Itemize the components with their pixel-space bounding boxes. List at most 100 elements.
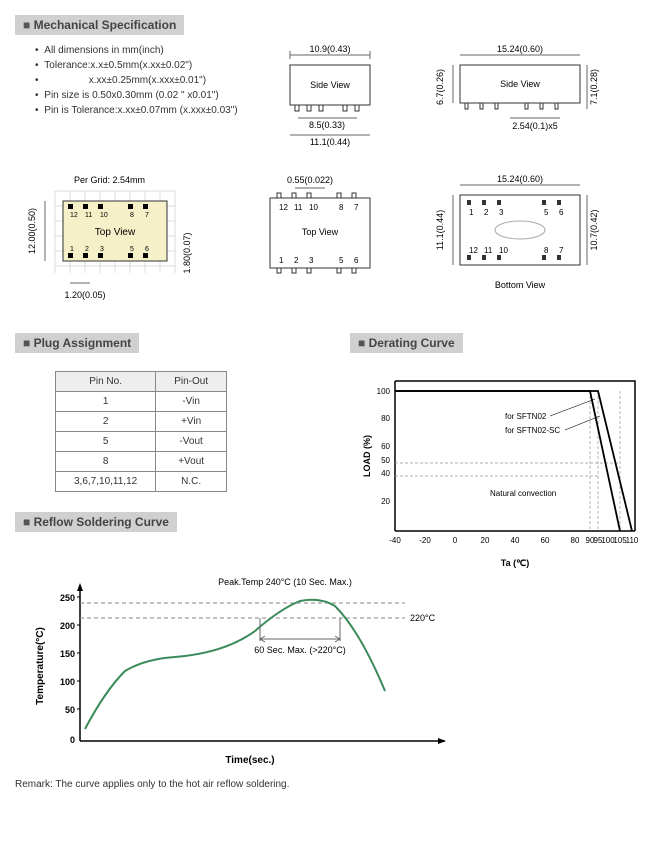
svg-text:2.54(0.1)x5: 2.54(0.1)x5 — [512, 121, 558, 131]
svg-text:80: 80 — [571, 536, 580, 545]
svg-text:40: 40 — [381, 469, 390, 478]
svg-text:100: 100 — [60, 677, 75, 687]
svg-text:11: 11 — [294, 203, 303, 212]
svg-text:8: 8 — [544, 246, 549, 255]
svg-text:60: 60 — [541, 536, 550, 545]
table-row: 5-Vout — [56, 432, 227, 452]
reflow-chart: 250 200 150 100 50 0 220°C Peak.Temp 240°C (1… — [25, 571, 475, 771]
svg-text:12: 12 — [279, 203, 288, 212]
svg-text:5: 5 — [130, 246, 134, 253]
svg-text:2: 2 — [294, 256, 299, 265]
side-view-2: 15.24(0.60) Side View 6.7(0.26) 7.1(0.28… — [425, 43, 615, 153]
svg-text:7.1(0.28): 7.1(0.28) — [589, 69, 599, 105]
svg-text:Bottom View: Bottom View — [495, 280, 546, 290]
mech-spec-header: Mechanical Specification — [15, 15, 184, 35]
svg-text:8: 8 — [339, 203, 344, 212]
svg-text:11: 11 — [85, 212, 92, 219]
svg-text:6.7(0.26): 6.7(0.26) — [435, 69, 445, 105]
svg-text:40: 40 — [511, 536, 520, 545]
svg-text:1.20(0.05): 1.20(0.05) — [64, 290, 105, 300]
svg-text:60 Sec. Max. (>220°C): 60 Sec. Max. (>220°C) — [254, 645, 345, 655]
svg-text:1.80(0.07): 1.80(0.07) — [182, 232, 192, 273]
svg-text:10: 10 — [100, 212, 108, 219]
svg-text:12.00(0.50): 12.00(0.50) — [27, 208, 37, 254]
svg-text:Top View: Top View — [95, 227, 136, 238]
svg-text:3: 3 — [499, 208, 504, 217]
side-view-1: 10.9(0.43) Side View 8.5(0.33) 11.1(0.44… — [265, 43, 395, 153]
plug-header: Plug Assignment — [15, 333, 139, 353]
svg-text:10: 10 — [499, 246, 508, 255]
svg-text:10: 10 — [309, 203, 318, 212]
svg-text:50: 50 — [381, 456, 390, 465]
svg-text:250: 250 — [60, 593, 75, 603]
svg-text:80: 80 — [381, 414, 390, 423]
svg-text:60: 60 — [381, 442, 390, 451]
svg-text:5: 5 — [339, 256, 344, 265]
svg-text:Top View: Top View — [302, 227, 339, 237]
svg-text:Peak.Temp 240°C (10 Sec. Max.): Peak.Temp 240°C (10 Sec. Max.) — [218, 577, 352, 587]
svg-text:-20: -20 — [419, 536, 431, 545]
svg-text:0: 0 — [70, 735, 75, 745]
pin-table: Pin No.Pin-Out 1-Vin 2+Vin 5-Vout 8+Vout… — [55, 371, 227, 492]
svg-text:50: 50 — [65, 705, 75, 715]
svg-text:3: 3 — [309, 256, 314, 265]
svg-text:0: 0 — [453, 536, 458, 545]
table-row: 3,6,7,10,11,12N.C. — [56, 472, 227, 492]
svg-text:5: 5 — [544, 208, 549, 217]
table-row: 2+Vin — [56, 412, 227, 432]
svg-text:15.24(0.60): 15.24(0.60) — [497, 44, 543, 54]
svg-text:Temperature(°C): Temperature(°C) — [35, 627, 46, 705]
svg-text:2: 2 — [85, 246, 89, 253]
svg-text:1: 1 — [70, 246, 74, 253]
svg-text:Side View: Side View — [500, 79, 540, 89]
bottom-view: 15.24(0.60) 12356 12111087 11.1(0.44) 10… — [425, 173, 615, 303]
svg-text:20: 20 — [381, 497, 390, 506]
derating-header: Derating Curve — [350, 333, 463, 353]
derating-chart: 1008060504020 -40-2002040608090951001051… — [350, 361, 650, 571]
svg-text:110: 110 — [626, 536, 639, 545]
svg-text:2: 2 — [484, 208, 489, 217]
svg-text:1: 1 — [469, 208, 474, 217]
svg-text:1: 1 — [279, 256, 284, 265]
svg-text:Side View: Side View — [310, 80, 350, 90]
svg-text:-40: -40 — [389, 536, 401, 545]
svg-text:Ta (℃): Ta (℃) — [501, 558, 529, 568]
svg-text:3: 3 — [100, 246, 104, 253]
svg-text:220°C: 220°C — [410, 613, 436, 623]
svg-text:150: 150 — [60, 649, 75, 659]
svg-text:200: 200 — [60, 621, 75, 631]
pin-col-header: Pin No. — [56, 372, 156, 392]
top-view-grid: Per Grid: 2.54mm Top View 12111087 12356… — [15, 173, 215, 313]
svg-text:8: 8 — [130, 212, 134, 219]
svg-text:15.24(0.60): 15.24(0.60) — [497, 174, 543, 184]
table-row: 1-Vin — [56, 392, 227, 412]
svg-text:7: 7 — [354, 203, 359, 212]
svg-text:0.55(0.022): 0.55(0.022) — [287, 175, 333, 185]
svg-text:for SFTN02: for SFTN02 — [505, 412, 547, 421]
svg-text:for SFTN02-SC: for SFTN02-SC — [505, 426, 560, 435]
svg-text:12: 12 — [469, 246, 478, 255]
svg-text:Per Grid: 2.54mm: Per Grid: 2.54mm — [74, 175, 145, 185]
svg-text:12: 12 — [70, 212, 78, 219]
svg-text:6: 6 — [559, 208, 564, 217]
svg-text:LOAD (%): LOAD (%) — [362, 435, 372, 477]
svg-text:11.1(0.44): 11.1(0.44) — [310, 137, 350, 147]
reflow-remark: Remark: The curve applies only to the ho… — [15, 779, 655, 790]
top-view-plain: 0.55(0.022) 12111087 Top View 12356 — [245, 173, 395, 293]
svg-text:11.1(0.44): 11.1(0.44) — [435, 210, 445, 250]
svg-text:6: 6 — [145, 246, 149, 253]
reflow-header: Reflow Soldering Curve — [15, 512, 177, 532]
svg-text:10.9(0.43): 10.9(0.43) — [309, 44, 350, 54]
svg-text:100: 100 — [377, 387, 391, 396]
svg-text:8.5(0.33): 8.5(0.33) — [309, 120, 345, 130]
svg-text:11: 11 — [484, 246, 493, 255]
svg-text:Time(sec.): Time(sec.) — [225, 755, 274, 766]
pin-col-header: Pin-Out — [156, 372, 227, 392]
svg-text:10.7(0.42): 10.7(0.42) — [589, 209, 599, 250]
svg-text:7: 7 — [145, 212, 149, 219]
table-row: 8+Vout — [56, 452, 227, 472]
svg-text:Natural convection: Natural convection — [490, 489, 556, 498]
svg-text:7: 7 — [559, 246, 564, 255]
svg-text:6: 6 — [354, 256, 359, 265]
svg-text:20: 20 — [481, 536, 490, 545]
